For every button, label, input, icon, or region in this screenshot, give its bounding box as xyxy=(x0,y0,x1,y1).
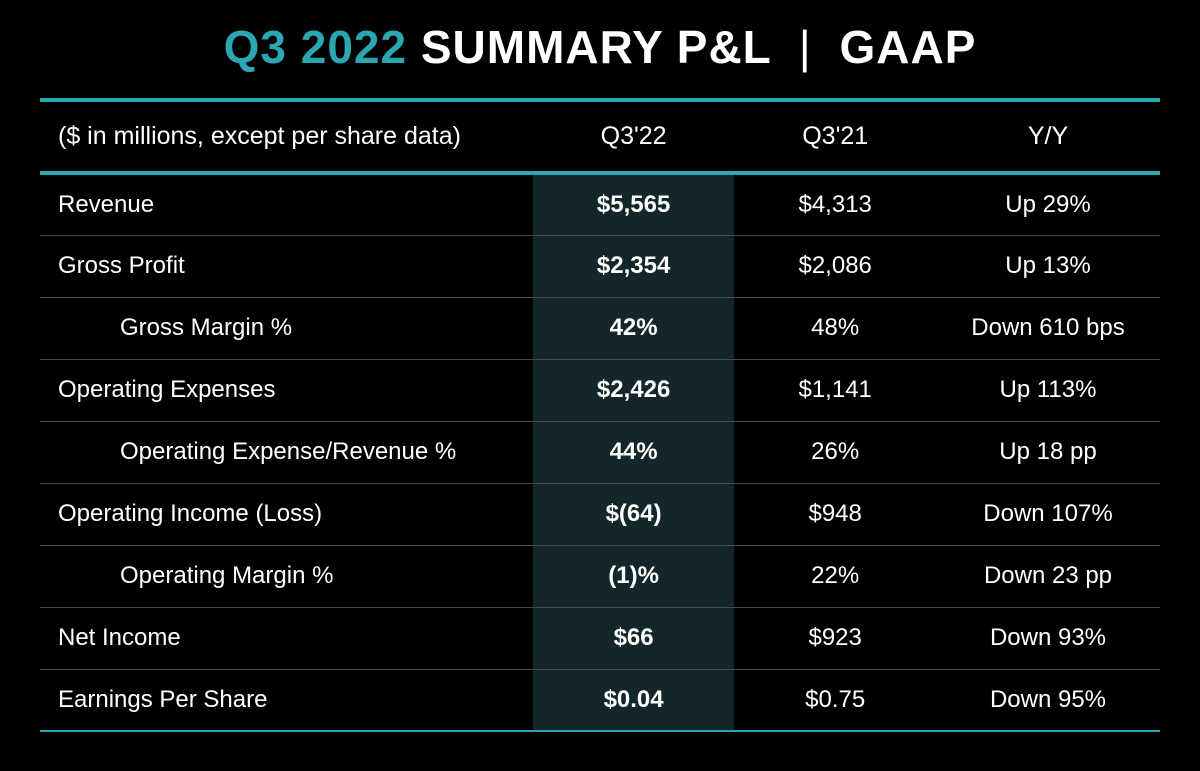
cell-q322: $2,354 xyxy=(533,235,735,297)
table-row: Operating Expense/Revenue %44%26%Up 18 p… xyxy=(40,421,1160,483)
table-row: Operating Margin %(1)%22%Down 23 pp xyxy=(40,545,1160,607)
cell-yoy: Down 107% xyxy=(936,483,1160,545)
row-label: Operating Expenses xyxy=(40,359,533,421)
row-label: Operating Income (Loss) xyxy=(40,483,533,545)
cell-q322: 42% xyxy=(533,297,735,359)
title-main: SUMMARY P&L xyxy=(421,21,771,73)
cell-q322: $0.04 xyxy=(533,669,735,731)
cell-yoy: Up 29% xyxy=(936,173,1160,235)
cell-q321: $2,086 xyxy=(734,235,936,297)
row-label: Gross Profit xyxy=(40,235,533,297)
title-separator: | xyxy=(799,21,812,73)
slide-title: Q3 2022 SUMMARY P&L | GAAP xyxy=(40,20,1160,74)
header-col-q322: Q3'22 xyxy=(533,100,735,173)
cell-q322: (1)% xyxy=(533,545,735,607)
header-col-yoy: Y/Y xyxy=(936,100,1160,173)
header-desc: ($ in millions, except per share data) xyxy=(40,100,533,173)
row-label: Revenue xyxy=(40,173,533,235)
row-label: Net Income xyxy=(40,607,533,669)
cell-q321: 26% xyxy=(734,421,936,483)
table-row: Earnings Per Share$0.04$0.75Down 95% xyxy=(40,669,1160,731)
cell-q321: $923 xyxy=(734,607,936,669)
cell-q322: 44% xyxy=(533,421,735,483)
cell-yoy: Down 93% xyxy=(936,607,1160,669)
cell-q321: $0.75 xyxy=(734,669,936,731)
cell-q321: 22% xyxy=(734,545,936,607)
cell-yoy: Down 95% xyxy=(936,669,1160,731)
row-label: Gross Margin % xyxy=(40,297,533,359)
cell-yoy: Down 23 pp xyxy=(936,545,1160,607)
header-col-q321: Q3'21 xyxy=(734,100,936,173)
title-tail: GAAP xyxy=(839,21,976,73)
table-row: Operating Expenses$2,426$1,141Up 113% xyxy=(40,359,1160,421)
cell-yoy: Down 610 bps xyxy=(936,297,1160,359)
slide: Q3 2022 SUMMARY P&L | GAAP ($ in million… xyxy=(0,0,1200,771)
cell-q321: $4,313 xyxy=(734,173,936,235)
cell-yoy: Up 18 pp xyxy=(936,421,1160,483)
cell-q321: 48% xyxy=(734,297,936,359)
cell-yoy: Up 113% xyxy=(936,359,1160,421)
header-row: ($ in millions, except per share data) Q… xyxy=(40,100,1160,173)
row-label: Earnings Per Share xyxy=(40,669,533,731)
cell-q322: $66 xyxy=(533,607,735,669)
table-row: Revenue$5,565$4,313Up 29% xyxy=(40,173,1160,235)
table-row: Operating Income (Loss)$(64)$948Down 107… xyxy=(40,483,1160,545)
cell-q321: $948 xyxy=(734,483,936,545)
table-row: Gross Profit$2,354$2,086Up 13% xyxy=(40,235,1160,297)
cell-yoy: Up 13% xyxy=(936,235,1160,297)
title-accent: Q3 2022 xyxy=(224,21,407,73)
table-row: Gross Margin %42%48%Down 610 bps xyxy=(40,297,1160,359)
cell-q322: $2,426 xyxy=(533,359,735,421)
cell-q322: $(64) xyxy=(533,483,735,545)
row-label: Operating Margin % xyxy=(40,545,533,607)
pnl-table: ($ in millions, except per share data) Q… xyxy=(40,98,1160,732)
cell-q322: $5,565 xyxy=(533,173,735,235)
table-body: Revenue$5,565$4,313Up 29%Gross Profit$2,… xyxy=(40,173,1160,731)
row-label: Operating Expense/Revenue % xyxy=(40,421,533,483)
table-row: Net Income$66$923Down 93% xyxy=(40,607,1160,669)
cell-q321: $1,141 xyxy=(734,359,936,421)
